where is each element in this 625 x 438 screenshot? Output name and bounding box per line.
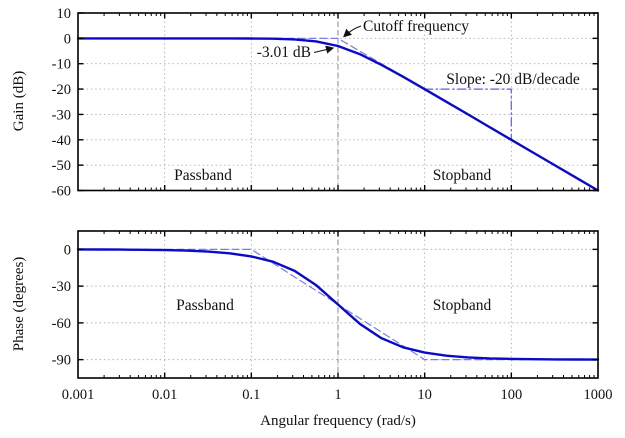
gain-stopband-label: Stopband (433, 167, 492, 184)
gain-at-cutoff-annotation: -3.01 dB (257, 44, 311, 61)
x-tick-label: 10 (417, 387, 432, 403)
phase-stopband-label: Stopband (433, 297, 492, 314)
y-tick-label: -20 (52, 82, 71, 98)
phase-plot: 0 -30 -60 -90 0.001 0.01 0.1 1 10 100 1000 (52, 230, 613, 403)
x-tick-label: 0.001 (62, 387, 95, 403)
gain-asymptote (77, 37, 599, 192)
phase-y-axis-label: Phase (degrees) (11, 257, 27, 352)
cutoff-frequency-annotation: Cutoff frequency (363, 18, 469, 35)
gain-at-cutoff-arrow (313, 45, 335, 54)
x-tick-label: 0.1 (242, 387, 260, 403)
x-tick-label: 100 (500, 387, 522, 403)
y-tick-label: -10 (52, 57, 71, 73)
y-tick-label: -30 (52, 279, 71, 295)
y-tick-label: 0 (64, 242, 71, 258)
y-tick-label: 10 (57, 6, 72, 22)
phase-curve (76, 248, 600, 361)
y-tick-label: -60 (52, 184, 71, 200)
slope-triangle (424, 88, 512, 141)
gain-y-axis-label: Gain (dB) (11, 71, 27, 131)
y-tick-label: -50 (52, 158, 71, 174)
x-tick-label: 1 (334, 387, 341, 403)
y-tick-label: -30 (52, 107, 71, 123)
gain-passband-label: Passband (174, 167, 232, 184)
x-tick-label: 0.01 (152, 387, 177, 403)
gain-curve (76, 37, 600, 192)
x-tick-label: 1000 (584, 387, 613, 403)
x-axis-label: Angular frequency (rad/s) (260, 413, 416, 429)
phase-passband-label: Passband (176, 297, 234, 314)
gain-plot: 10 0 -10 -20 -30 -40 -50 -60 (52, 6, 600, 200)
figure-labels: Gain (dB) Phase (degrees) Angular freque… (11, 18, 580, 429)
y-tick-label: 0 (64, 31, 71, 47)
y-tick-label: -40 (52, 133, 71, 149)
y-tick-label: -90 (52, 353, 71, 369)
slope-annotation: Slope: -20 dB/decade (446, 71, 580, 88)
cutoff-arrow (343, 25, 362, 38)
y-tick-label: -60 (52, 316, 71, 332)
